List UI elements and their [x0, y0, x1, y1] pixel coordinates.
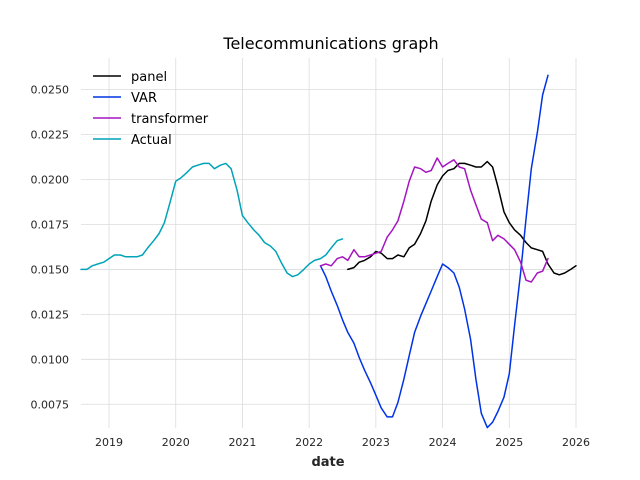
- series-line-var: [319, 74, 549, 429]
- y-tick-label: 0.0175: [31, 218, 70, 231]
- y-axis-ticks: 0.0075 0.0100 0.0125 0.0150 0.0175 0.0200 0.02…: [31, 84, 70, 412]
- y-tick-label: 0.0100: [31, 353, 70, 366]
- x-tick-label: 2020: [162, 436, 190, 449]
- x-tick-label: 2021: [228, 436, 256, 449]
- y-tick-label: 0.0125: [31, 308, 70, 321]
- legend-label-transformer: transformer: [131, 112, 209, 127]
- x-tick-label: 2023: [362, 436, 390, 449]
- series-line-transformer: [319, 157, 549, 283]
- x-tick-label: 2019: [95, 436, 123, 449]
- x-tick-label: 2022: [295, 436, 323, 449]
- legend-label-actual: Actual: [131, 133, 172, 148]
- x-axis-ticks: 2019 2020 2021 2022 2023 2024 2025 2026: [95, 436, 590, 449]
- series-lines: [80, 74, 577, 429]
- y-tick-label: 0.0250: [31, 84, 70, 97]
- series-line-actual: [80, 162, 344, 278]
- x-tick-label: 2026: [562, 436, 590, 449]
- chart-title: Telecommunications graph: [222, 34, 438, 53]
- y-tick-label: 0.0200: [31, 174, 70, 187]
- y-tick-label: 0.0225: [31, 129, 70, 142]
- y-tick-label: 0.0150: [31, 263, 70, 276]
- grid: [81, 58, 577, 428]
- legend-label-panel: panel: [131, 70, 167, 85]
- legend-label-var: VAR: [131, 91, 157, 106]
- x-tick-label: 2025: [495, 436, 523, 449]
- x-axis-label: date: [311, 455, 344, 470]
- x-tick-label: 2024: [429, 436, 457, 449]
- legend: panel VAR transformer Actual: [93, 70, 209, 148]
- series-line-panel: [347, 160, 577, 276]
- y-tick-label: 0.0075: [31, 398, 70, 411]
